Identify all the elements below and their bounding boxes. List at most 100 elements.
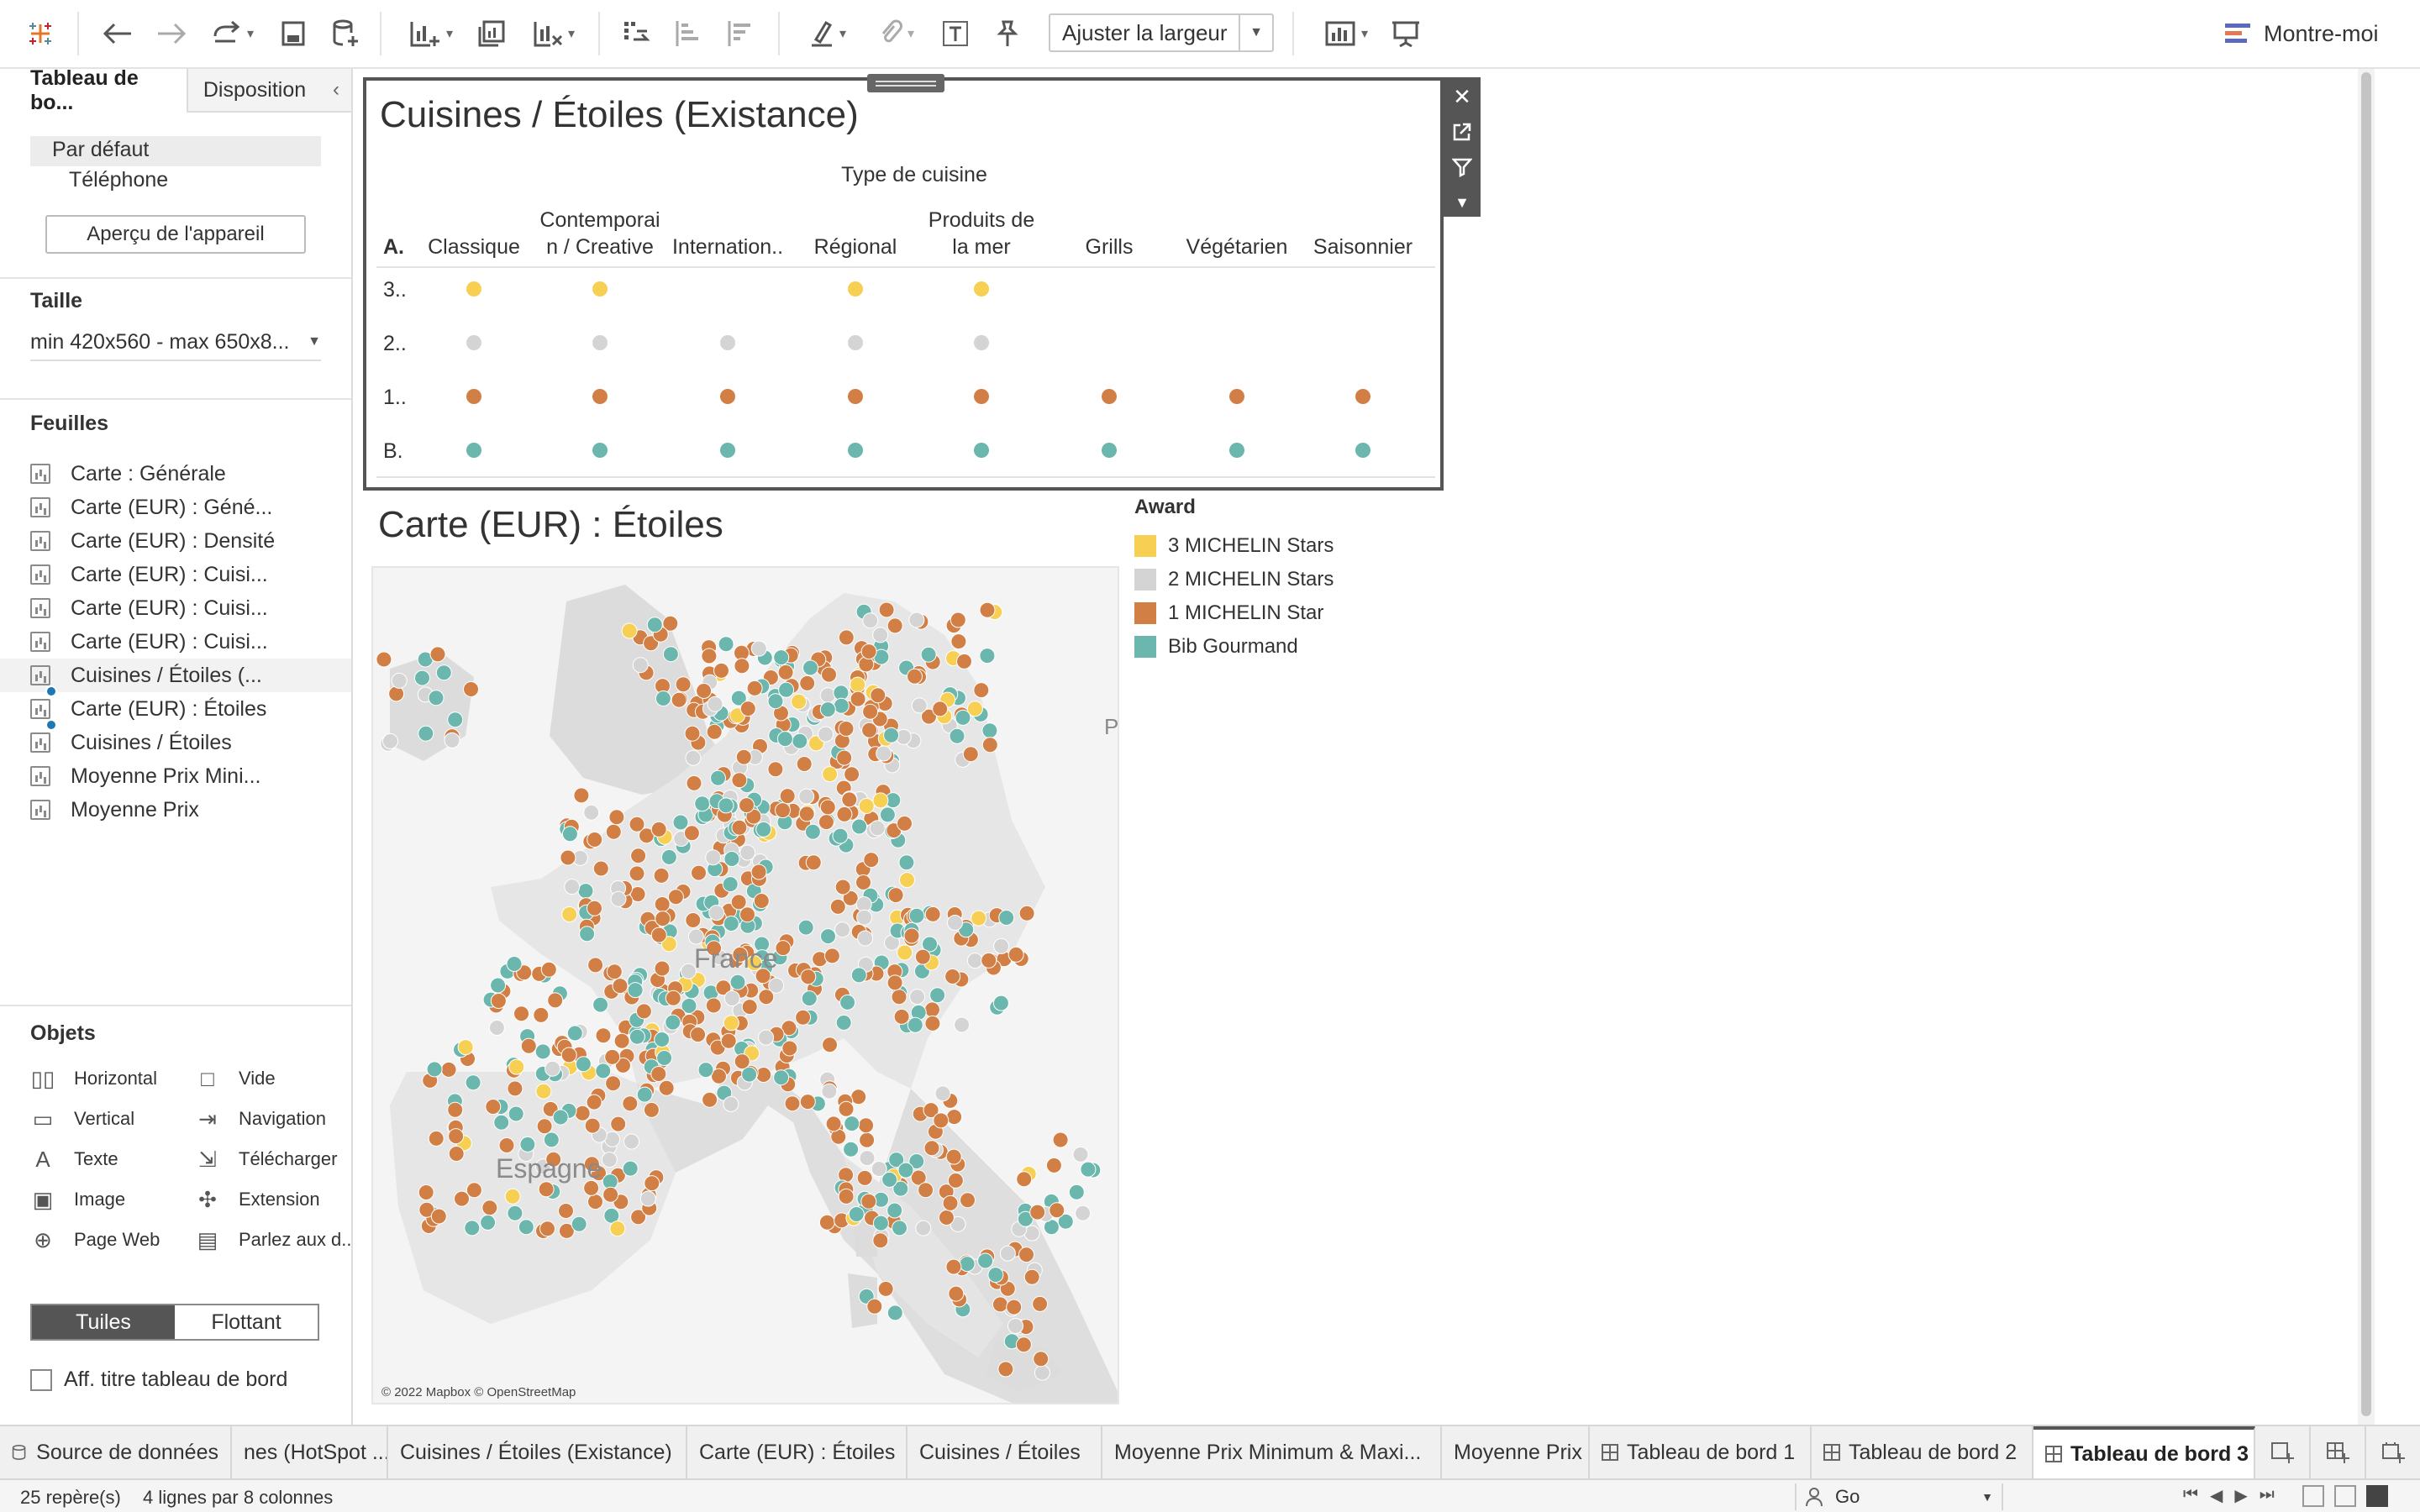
restaurant-marker[interactable] [729,974,746,990]
restaurant-marker[interactable] [843,1141,860,1158]
restaurant-marker[interactable] [685,749,702,766]
restaurant-marker[interactable] [850,967,867,984]
restaurant-marker[interactable] [945,1148,962,1165]
restaurant-marker[interactable] [613,1032,630,1049]
restaurant-marker[interactable] [876,745,892,762]
restaurant-marker[interactable] [660,936,677,953]
restaurant-marker[interactable] [987,1267,1004,1284]
restaurant-marker[interactable] [520,1037,537,1054]
present-mode-icon[interactable] [1386,13,1425,54]
restaurant-marker[interactable] [802,659,818,676]
restaurant-marker[interactable] [758,1029,775,1046]
restaurant-marker[interactable] [466,1182,482,1199]
restaurant-marker[interactable] [665,990,681,1006]
restaurant-marker[interactable] [1023,1268,1040,1285]
restaurant-marker[interactable] [535,1083,552,1100]
sheet-item[interactable]: Carte : Générale [30,457,350,491]
restaurant-marker[interactable] [838,721,855,737]
restaurant-marker[interactable] [622,1095,639,1112]
restaurant-marker[interactable] [587,900,602,916]
restaurant-marker[interactable] [739,701,756,717]
grid-view-icon[interactable] [2302,1485,2324,1507]
restaurant-marker[interactable] [675,676,692,693]
restaurant-marker[interactable] [922,936,938,953]
restaurant-marker[interactable] [863,852,880,869]
restaurant-marker[interactable] [1068,1184,1085,1200]
restaurant-marker[interactable] [656,1050,673,1066]
tabs-view-icon[interactable] [2366,1485,2388,1507]
restaurant-marker[interactable] [781,1040,798,1057]
tiled-button[interactable]: Tuiles [32,1305,175,1339]
restaurant-marker[interactable] [665,1014,681,1031]
legend-item[interactable]: 1 MICHELIN Star [1134,596,1454,630]
restaurant-marker[interactable] [636,1086,653,1103]
restaurant-marker[interactable] [586,1094,602,1110]
restaurant-marker[interactable] [623,1133,639,1150]
restaurant-marker[interactable] [866,1298,883,1315]
restaurant-marker[interactable] [653,867,670,884]
sheet-item[interactable]: Moyenne Prix Mini... [30,759,350,793]
restaurant-marker[interactable] [1080,1161,1097,1178]
restaurant-marker[interactable] [739,906,755,923]
sheet-item[interactable]: Carte (EUR) : Cuisi... [30,591,350,625]
restaurant-marker[interactable] [538,1181,555,1198]
restaurant-marker[interactable] [722,876,739,893]
restaurant-marker[interactable] [839,994,856,1011]
tab-layout[interactable]: Disposition [187,69,321,113]
sheet-item[interactable]: Carte (EUR) : Géné... [30,491,350,524]
restaurant-marker[interactable] [595,1063,612,1079]
award-legend[interactable]: Award 3 MICHELIN Stars 2 MICHELIN Stars … [1134,496,1454,664]
restaurant-marker[interactable] [558,1222,575,1239]
restaurant-marker[interactable] [799,675,816,691]
restaurant-marker[interactable] [660,848,677,865]
next-sheet-icon[interactable]: ▶ [2234,1487,2248,1505]
object-extension[interactable]: ✣ Extension [195,1183,320,1216]
restaurant-marker[interactable] [908,907,925,924]
tab-sheet[interactable]: Moyenne Prix Minimum & Maxi... [1102,1426,1442,1478]
tab-dashboard-1[interactable]: Tableau de bord 1 [1590,1426,1812,1478]
restaurant-marker[interactable] [428,1130,445,1147]
restaurant-marker[interactable] [804,823,821,840]
restaurant-marker[interactable] [947,1172,964,1189]
restaurant-marker[interactable] [878,601,895,618]
restaurant-marker[interactable] [587,1194,603,1210]
restaurant-marker[interactable] [571,1215,587,1232]
restaurant-marker[interactable] [869,820,886,837]
object-vertical[interactable]: ▭ Vertical [30,1102,134,1136]
restaurant-marker[interactable] [775,802,791,819]
restaurant-marker[interactable] [587,957,604,974]
restaurant-marker[interactable] [877,1280,894,1297]
restaurant-marker[interactable] [734,658,750,675]
restaurant-marker[interactable] [959,1256,976,1273]
tableau-logo-icon[interactable] [24,13,57,54]
restaurant-marker[interactable] [627,982,644,999]
restaurant-marker[interactable] [883,727,900,743]
restaurant-marker[interactable] [643,1101,660,1118]
restaurant-marker[interactable] [805,854,822,871]
restaurant-marker[interactable] [819,701,836,718]
sheet-item[interactable]: Cuisines / Étoiles (... [0,659,351,697]
restaurant-marker[interactable] [857,930,874,947]
restaurant-marker[interactable] [629,886,646,902]
restaurant-marker[interactable] [838,629,855,646]
restaurant-marker[interactable] [746,955,763,972]
restaurant-marker[interactable] [859,1131,876,1148]
restaurant-marker[interactable] [655,690,671,706]
restaurant-marker[interactable] [796,756,813,772]
floating-button[interactable]: Flottant [175,1305,318,1339]
restaurant-marker[interactable] [886,974,903,991]
restaurant-marker[interactable] [750,640,767,657]
restaurant-marker[interactable] [566,1025,583,1042]
object-image[interactable]: ▣ Image [30,1183,125,1216]
restaurant-marker[interactable] [909,989,926,1005]
object-text[interactable]: A Texte [30,1142,118,1176]
restaurant-marker[interactable] [1007,946,1024,963]
map-attribution[interactable]: © 2022 Mapbox © OpenStreetMap [381,1385,576,1399]
restaurant-marker[interactable] [464,1220,481,1236]
restaurant-marker[interactable] [954,1016,971,1033]
restaurant-marker[interactable] [825,1116,842,1132]
restaurant-marker[interactable] [730,690,747,706]
restaurant-marker[interactable] [508,1058,525,1075]
restaurant-marker[interactable] [540,961,557,978]
first-sheet-icon[interactable]: ⏮ [2183,1485,2198,1504]
